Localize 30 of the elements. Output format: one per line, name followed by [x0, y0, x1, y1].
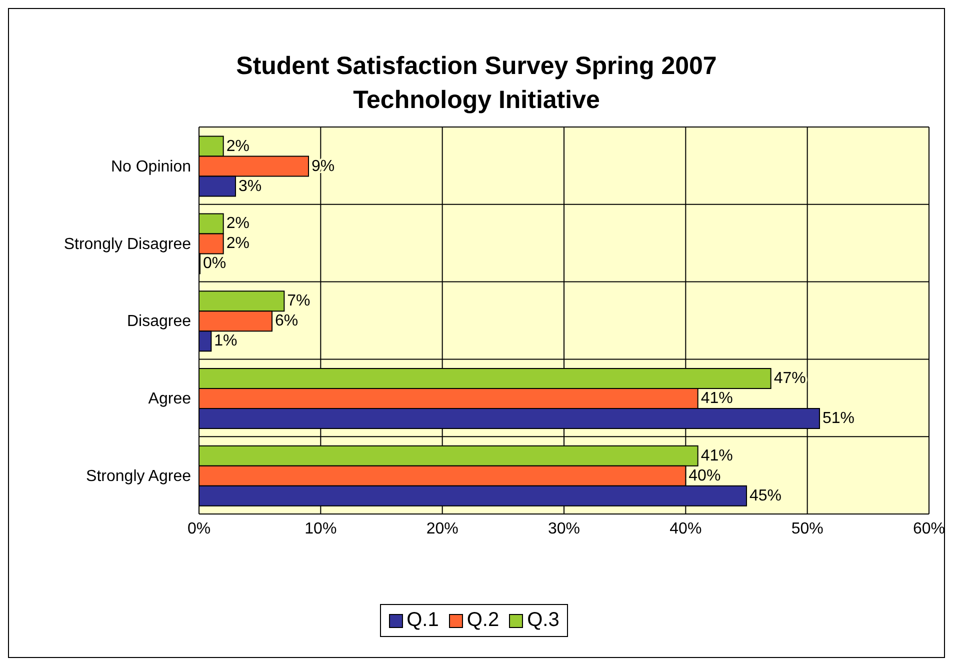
- data-label: 47%: [774, 370, 806, 387]
- chart-subtitle: Technology Initiative: [352, 85, 601, 116]
- data-label: 3%: [238, 178, 262, 195]
- data-label: 2%: [226, 215, 250, 232]
- data-label: 2%: [226, 138, 250, 155]
- data-label: 45%: [750, 487, 782, 504]
- y-tick-label: No Opinion: [110, 158, 191, 176]
- data-label: 1%: [214, 332, 238, 350]
- x-tick-label: 40%: [670, 520, 702, 538]
- data-label: 7%: [287, 292, 310, 310]
- data-label: 40%: [688, 467, 721, 484]
- y-tick-label: Strongly Agree: [86, 468, 192, 485]
- x-tick-label: 0%: [187, 520, 211, 538]
- data-label: 41%: [700, 390, 733, 407]
- y-tick-label: Strongly Disagree: [64, 236, 192, 253]
- x-tick-label: 20%: [426, 520, 458, 538]
- y-tick-label: Agree: [148, 390, 192, 408]
- legend-label: Q.1: [406, 609, 439, 632]
- x-tick-label: 30%: [548, 520, 580, 538]
- legend-label: Q.3: [526, 609, 560, 632]
- data-label: 2%: [226, 235, 250, 252]
- chart-title: Student Satisfaction Survey Spring 2007: [235, 51, 718, 82]
- data-label: 41%: [700, 447, 733, 464]
- x-tick-label: 10%: [304, 520, 337, 538]
- y-tick-label: Disagree: [126, 313, 192, 330]
- data-label: 6%: [275, 312, 298, 330]
- data-label: 51%: [822, 410, 855, 427]
- legend-label: Q.2: [466, 609, 500, 632]
- x-tick-label: 50%: [791, 520, 824, 538]
- data-label: 0%: [203, 255, 226, 272]
